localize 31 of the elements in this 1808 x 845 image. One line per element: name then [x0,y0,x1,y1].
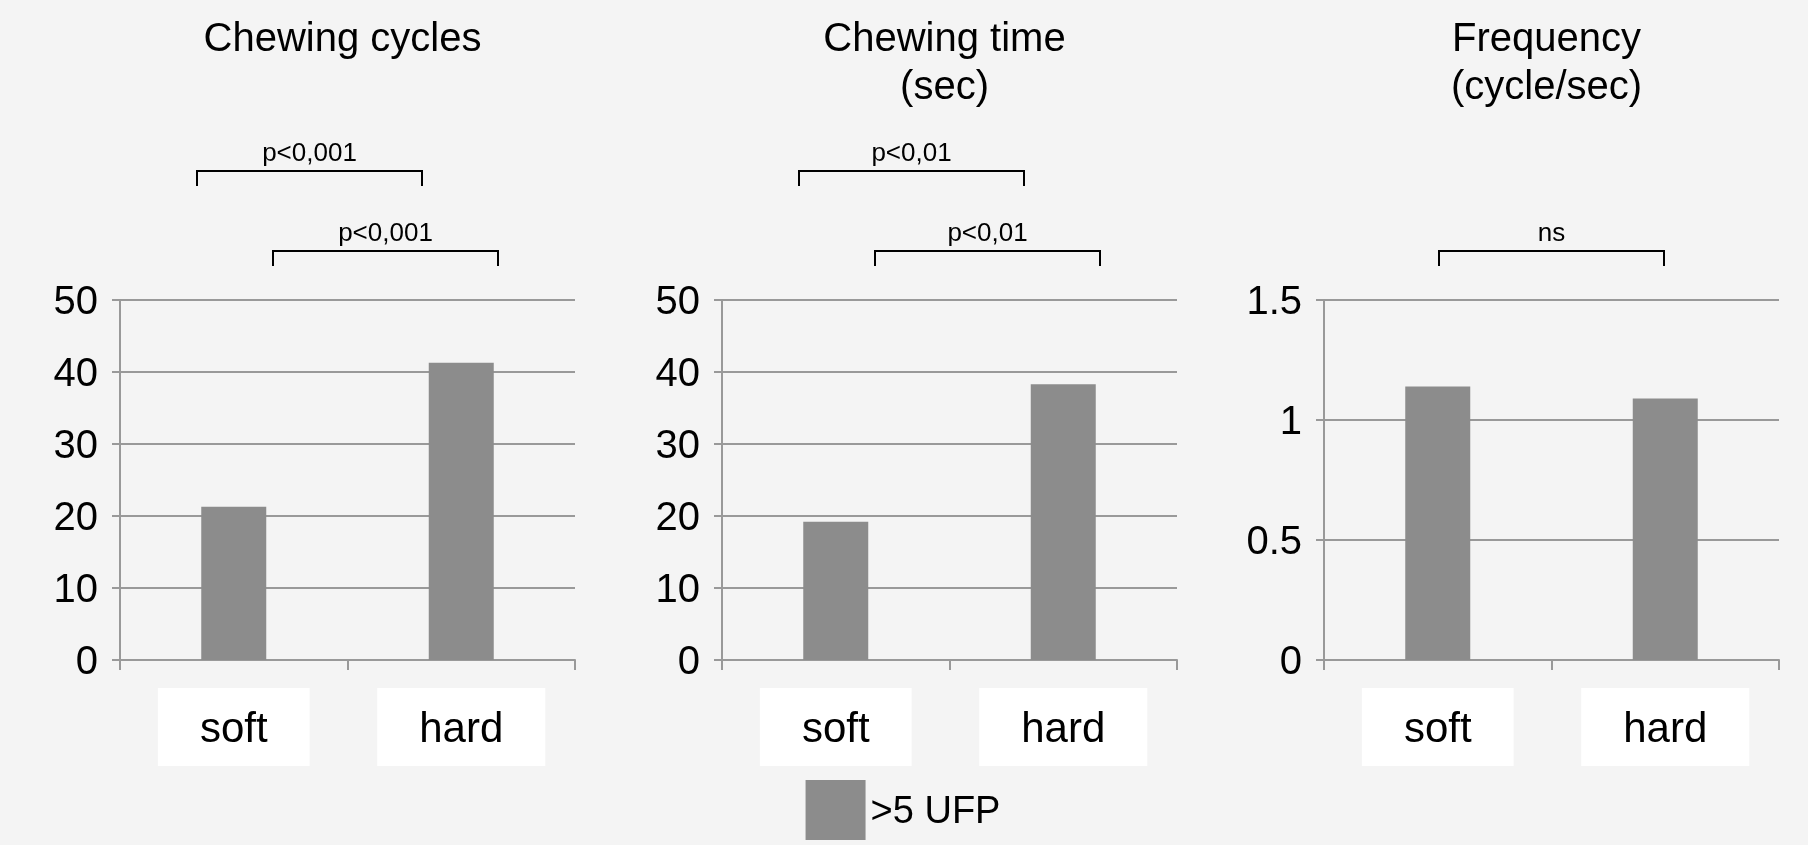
x-tick-label: hard [1021,703,1106,751]
y-tick-label: 0 [75,638,98,682]
chart-title: Chewing time (sec) [823,15,1066,107]
x-tick-label: soft [1403,703,1472,751]
y-tick-label: 40 [53,350,98,394]
y-tick-label: 0 [677,638,700,682]
chart-title: Chewing cycles [203,15,482,59]
y-tick-label: 50 [53,278,98,322]
chart-title: Frequency (cycle/sec) [1450,15,1643,107]
y-tick-label: 30 [655,422,700,466]
x-tick-label: hard [419,703,504,751]
y-tick-label: 20 [53,494,98,538]
text: p<0,001 [338,217,433,248]
x-tick-label: soft [801,703,870,751]
text: ns [1537,217,1566,248]
y-tick-label: 1.5 [1246,278,1302,322]
y-tick-label: 10 [655,566,700,610]
text: p<0,01 [947,217,1028,248]
y-tick-label: 20 [655,494,700,538]
y-tick-label: 0 [1279,638,1302,682]
y-tick-label: 40 [655,350,700,394]
x-tick-label: soft [199,703,268,751]
y-tick-label: 0.5 [1246,518,1302,562]
text: p<0,001 [262,137,357,168]
legend-label: >5 UFP [870,789,1001,831]
y-tick-label: 1 [1279,398,1302,442]
y-tick-label: 10 [53,566,98,610]
y-tick-label: 50 [655,278,700,322]
x-tick-label: hard [1623,703,1708,751]
y-tick-label: 30 [53,422,98,466]
text: p<0,01 [871,137,952,168]
